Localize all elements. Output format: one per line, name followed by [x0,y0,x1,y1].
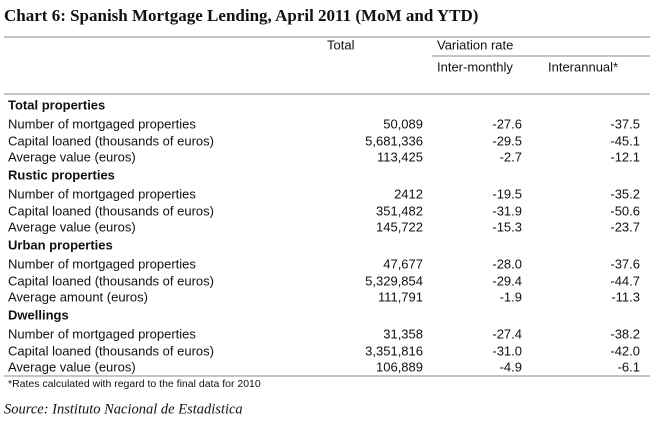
cell: -27.4 [492,326,522,341]
column-header: Interannual* [548,59,618,74]
cell: 3,351,816 [365,343,423,358]
cell: -4.9 [500,359,522,374]
section-title: Rustic properties [8,167,115,182]
cell: -42.0 [610,343,640,358]
cell: 106,889 [376,359,423,374]
cell: -15.3 [492,219,522,234]
cell: -29.4 [492,273,522,288]
cell: -19.5 [492,186,522,201]
cell: 47,677 [383,256,423,271]
cell: 113,425 [377,149,423,164]
cell: -44.7 [610,273,640,288]
cell: 2412 [394,186,423,201]
cell: 145,722 [376,219,423,234]
title: Chart 6: Spanish Mortgage Lending, April… [4,6,478,25]
row-label: Capital loaned (thousands of euros) [8,133,214,148]
cell: 111,791 [378,289,423,304]
cell: 351,482 [376,203,423,218]
section-title: Total properties [8,97,105,112]
section-title: Urban properties [8,237,113,252]
footnote: *Rates calculated with regard to the fin… [8,378,261,390]
row-label: Capital loaned (thousands of euros) [8,203,214,218]
row-label: Number of mortgaged properties [8,186,196,201]
cell: 5,681,336 [365,133,423,148]
row-label: Average value (euros) [8,359,136,374]
row-label: Average value (euros) [8,149,136,164]
column-header: Variation rate [437,37,513,52]
cell: -23.7 [610,219,640,234]
cell: -50.6 [610,203,640,218]
column-header: Total [327,37,355,52]
cell: -29.5 [492,133,522,148]
row-label: Average value (euros) [8,219,136,234]
cell: -1.9 [500,289,522,304]
cell: 50,089 [383,116,423,131]
cell: -37.5 [610,116,640,131]
cell: -11.3 [611,289,640,304]
cell: -38.2 [610,326,640,341]
row-label: Capital loaned (thousands of euros) [8,273,214,288]
cell: -6.1 [618,359,640,374]
cell: -27.6 [492,116,522,131]
column-header: Inter-monthly [437,59,513,74]
cell: -45.1 [610,133,640,148]
cell: -31.9 [492,203,522,218]
cell: -37.6 [610,256,640,271]
source: Source: Instituto Nacional de Estadistic… [4,401,243,417]
row-label: Number of mortgaged properties [8,256,196,271]
cell: -28.0 [492,256,522,271]
section-title: Dwellings [8,307,69,322]
cell: 5,329,854 [365,273,423,288]
cell: -31.0 [492,343,522,358]
cell: -12.1 [610,149,640,164]
cell: -35.2 [610,186,640,201]
cell: -2.7 [500,149,522,164]
row-label: Average amount (euros) [8,289,148,304]
row-label: Number of mortgaged properties [8,116,196,131]
cell: 31,358 [383,326,423,341]
row-label: Capital loaned (thousands of euros) [8,343,214,358]
row-label: Number of mortgaged properties [8,326,196,341]
